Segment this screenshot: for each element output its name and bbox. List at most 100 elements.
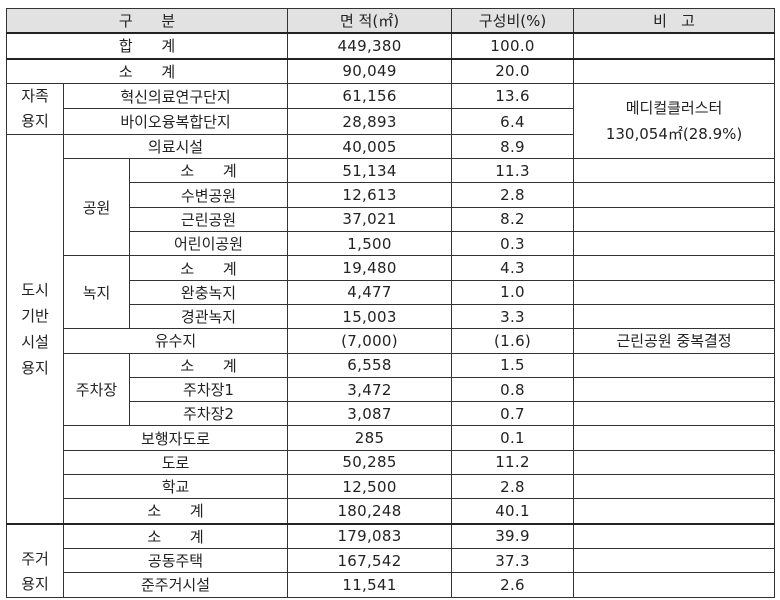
parking-subtotal-label: 소 계	[128, 352, 289, 378]
row-label: 완충녹지	[128, 279, 289, 305]
row-note	[573, 474, 776, 500]
residential-subtotal-ratio: 39.9	[451, 522, 575, 549]
residential-label-line1: 주거	[21, 549, 49, 568]
urban-label-line2: 기반	[21, 306, 49, 325]
header-category: 구 분	[5, 8, 289, 35]
park-subtotal-ratio: 11.3	[451, 158, 575, 184]
self-land-label: 자족 용지	[6, 82, 64, 135]
park-subtotal-label: 소 계	[128, 158, 289, 184]
row-ratio: 8.2	[451, 206, 575, 233]
land-use-table: 구 분 면 적(㎡) 구성비(%) 비 고 합 계 449,380 100.0 …	[5, 8, 776, 598]
row-ratio: 8.9	[451, 133, 575, 160]
row-ratio: 0.8	[451, 376, 575, 403]
row-label: 경관녹지	[128, 303, 289, 330]
row-area: 11,541	[287, 572, 453, 598]
row-note	[573, 182, 776, 208]
row-label: 주차장1	[128, 376, 289, 403]
row-ratio: 0.3	[451, 231, 575, 257]
table-row: 공원 소 계 51,134 11.3	[7, 158, 776, 257]
residential-label-line2: 용지	[21, 574, 49, 593]
table-row: 주차장2 3,087 0.7	[7, 401, 776, 427]
header-ratio: 구성비(%)	[451, 8, 575, 35]
table-row: 녹지 소 계 19,480 4.3	[7, 255, 776, 330]
urban-subtotal-area: 180,248	[287, 498, 453, 525]
parking-label: 주차장	[63, 352, 130, 427]
parking-subtotal-ratio: 1.5	[451, 352, 575, 378]
self-land-subtotal-area: 90,049	[287, 58, 453, 84]
row-label: 혁신의료연구단지	[62, 82, 289, 110]
row-area: 3,087	[287, 401, 453, 427]
row-ratio: 2.6	[451, 572, 575, 598]
row-area: 28,893	[287, 108, 453, 135]
row-note	[573, 425, 776, 451]
residential-subtotal-area: 179,083	[287, 522, 453, 549]
row-area: 1,500	[287, 231, 453, 257]
row-note	[573, 279, 776, 305]
medical-cluster-note: 메디컬클러스터 130,054㎡(28.9%)	[573, 82, 776, 160]
row-label: 주차장2	[128, 401, 289, 427]
table-row: 경관녹지 15,003 3.3	[7, 303, 776, 330]
row-note	[573, 547, 776, 574]
row-label: 준주거시설	[62, 572, 289, 598]
medical-cluster-note-line2: 130,054㎡(28.9%)	[605, 125, 743, 144]
row-note	[573, 401, 776, 427]
total-label: 합 계	[5, 32, 289, 60]
park-subtotal-area: 51,134	[287, 158, 453, 184]
row-label: 공동주택	[62, 547, 289, 574]
row-ratio: 0.1	[451, 425, 575, 451]
row-label: 의료시설	[62, 133, 289, 160]
green-subtotal-ratio: 4.3	[451, 255, 575, 281]
row-note	[573, 572, 776, 598]
urban-label-line1: 도시	[21, 280, 49, 299]
row-ratio: 6.4	[451, 108, 575, 135]
row-ratio: 13.6	[451, 82, 575, 110]
row-area: 40,005	[287, 133, 453, 160]
urban-label-line4: 용지	[21, 358, 49, 377]
table-row: 어린이공원 1,500 0.3	[7, 231, 776, 257]
row-note	[573, 522, 776, 549]
table-row: 학교 12,500 2.8	[7, 474, 776, 500]
urban-subtotal-row: 소 계 180,248 40.1	[7, 498, 776, 525]
row-note	[573, 498, 776, 525]
header-row: 구 분 면 적(㎡) 구성비(%) 비 고	[5, 8, 776, 35]
header-area: 면 적(㎡)	[287, 8, 453, 35]
green-subtotal-area: 19,480	[287, 255, 453, 281]
row-label: 바이오융복합단지	[62, 108, 289, 135]
row-note	[573, 352, 776, 378]
row-note	[573, 206, 776, 233]
self-land-subtotal-note	[573, 58, 776, 84]
row-area: 37,021	[287, 206, 453, 233]
row-ratio: 1.0	[451, 279, 575, 305]
medical-cluster-note-line1: 메디컬클러스터	[625, 99, 723, 118]
urban-label: 도시 기반 시설 용지	[6, 133, 64, 525]
park-label: 공원	[63, 158, 130, 257]
row-ratio: 11.2	[451, 449, 575, 476]
row-area: 61,156	[287, 82, 453, 110]
row-area: 12,500	[287, 474, 453, 500]
self-land-subtotal-ratio: 20.0	[451, 58, 575, 84]
row-label: 어린이공원	[128, 231, 289, 257]
row-note	[573, 158, 776, 184]
total-note	[573, 32, 776, 60]
total-row: 합 계 449,380 100.0	[5, 32, 776, 60]
green-subtotal-label: 소 계	[128, 255, 289, 281]
table-row: 도로 50,285 11.2	[7, 449, 776, 476]
reservoir-note: 근린공원 중복결정	[573, 328, 776, 354]
row-label: 학교	[62, 474, 289, 500]
table-row: 완충녹지 4,477 1.0	[7, 279, 776, 305]
row-label: 도로	[62, 449, 289, 476]
table-row: 도시 기반 시설 용지 의료시설 40,005 8.9	[6, 133, 775, 525]
residential-subtotal-label: 소 계	[62, 522, 289, 549]
row-area: 4,477	[287, 279, 453, 305]
table-row: 보행자도로 285 0.1	[7, 425, 776, 451]
row-note	[573, 449, 776, 476]
table-row: 준주거시설 11,541 2.6	[7, 572, 776, 598]
row-ratio: 0.7	[451, 401, 575, 427]
total-ratio: 100.0	[451, 32, 575, 60]
self-land-subtotal-row: 소 계 90,049 20.0	[5, 58, 776, 84]
row-ratio: 3.3	[451, 303, 575, 330]
row-note	[573, 255, 776, 281]
table-row: 바이오융복합단지 28,893 6.4	[7, 108, 775, 135]
